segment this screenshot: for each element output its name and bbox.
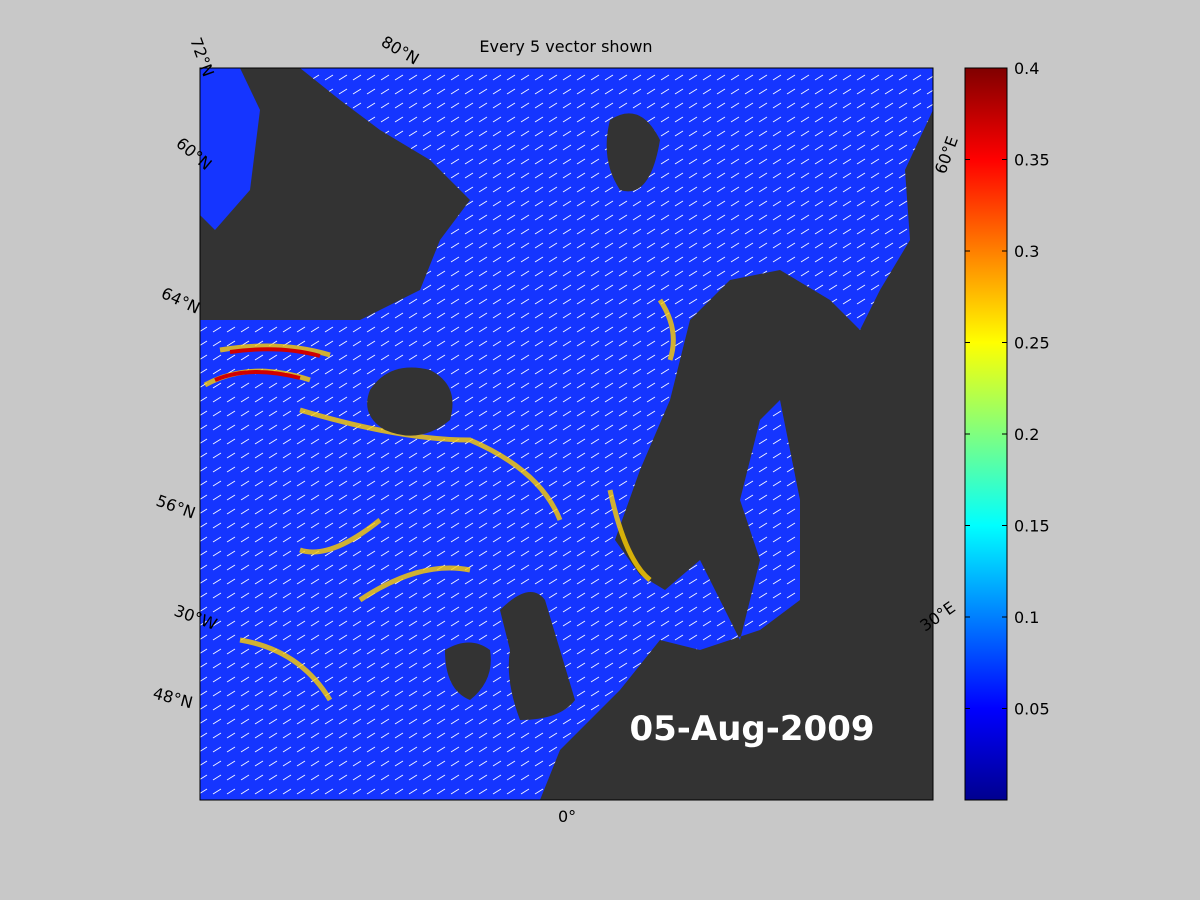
map (200, 68, 933, 800)
colorbar-tick-label: 0.25 (1014, 334, 1050, 353)
lon-label: 0° (558, 807, 576, 826)
colorbar-tick-label: 0.4 (1014, 59, 1039, 78)
colorbar-tick-label: 0.2 (1014, 425, 1039, 444)
map-frame (199, 67, 934, 801)
british-isles (445, 592, 575, 720)
colorbar (964, 67, 1008, 801)
ocean (200, 68, 260, 230)
fast-current (214, 347, 321, 382)
iceland (367, 367, 453, 436)
svalbard (606, 113, 660, 192)
colorbar-tick-label: 0.05 (1014, 700, 1050, 719)
map-title: Every 5 vector shown (479, 37, 652, 56)
colorbar-ticks: 0.05 0.1 0.15 0.2 0.25 0.3 0.35 0.4 (965, 59, 1050, 719)
colorbar-tick-label: 0.35 (1014, 151, 1050, 170)
colorbar-tick-label: 0.3 (1014, 242, 1039, 261)
colorbar-tick-label: 0.1 (1014, 608, 1039, 627)
colorbar-tick-label: 0.15 (1014, 517, 1050, 536)
current-vectors (200, 68, 933, 800)
date-label: 05-Aug-2009 (629, 709, 874, 749)
